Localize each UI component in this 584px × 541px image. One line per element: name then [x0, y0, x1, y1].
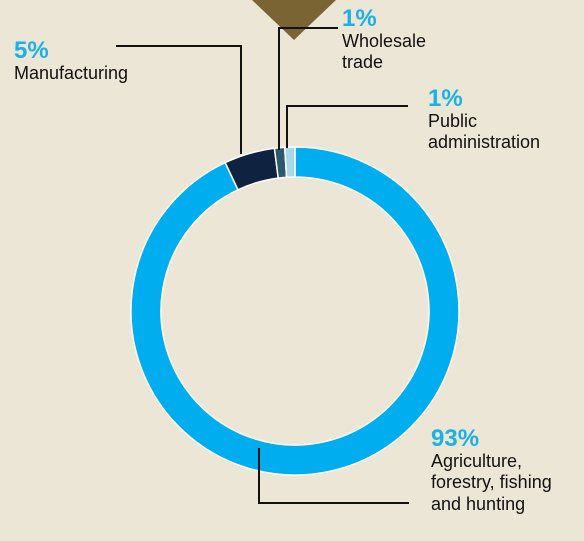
donut-slice-agriculture-forestry-fishing-and-hunting	[130, 146, 460, 476]
leader-lines	[116, 27, 409, 504]
leader-line-wholesale-trade	[278, 27, 338, 150]
slice-percent-manufacturing: 5%	[14, 37, 49, 64]
slice-name-agriculture-line-2: forestry, fishing	[431, 472, 552, 493]
slice-label-wholesale-trade: 1% Wholesale trade	[342, 6, 426, 74]
slice-percent-wholesale-trade: 1%	[342, 5, 377, 32]
slice-name-agriculture-line-3: and hunting	[431, 493, 526, 514]
slice-percent-agriculture: 93%	[431, 425, 480, 452]
slice-label-public-administration: 1% Public administration	[428, 86, 540, 154]
leader-line-agriculture	[258, 448, 409, 504]
donut-slices	[130, 146, 460, 476]
slice-percent-public-administration: 1%	[428, 85, 463, 112]
slice-label-agriculture: 93% Agriculture, forestry, fishing and h…	[431, 426, 552, 515]
slice-name-wholesale-trade-line-1: Wholesale	[342, 31, 427, 52]
leader-line-public-administration	[286, 105, 408, 148]
donut-slice-public-administration	[283, 146, 296, 179]
slice-label-manufacturing: 5% Manufacturing	[14, 38, 128, 84]
slice-name-agriculture-line-1: Agriculture,	[431, 451, 523, 472]
slice-name-manufacturing-line-1: Manufacturing	[14, 63, 129, 84]
top-marker-triangle	[252, 0, 336, 40]
leader-line-manufacturing	[116, 45, 242, 154]
slice-name-public-administration-line-1: Public	[428, 111, 478, 132]
slice-name-public-administration-line-2: administration	[428, 132, 541, 153]
slice-name-wholesale-trade-line-2: trade	[342, 52, 384, 73]
